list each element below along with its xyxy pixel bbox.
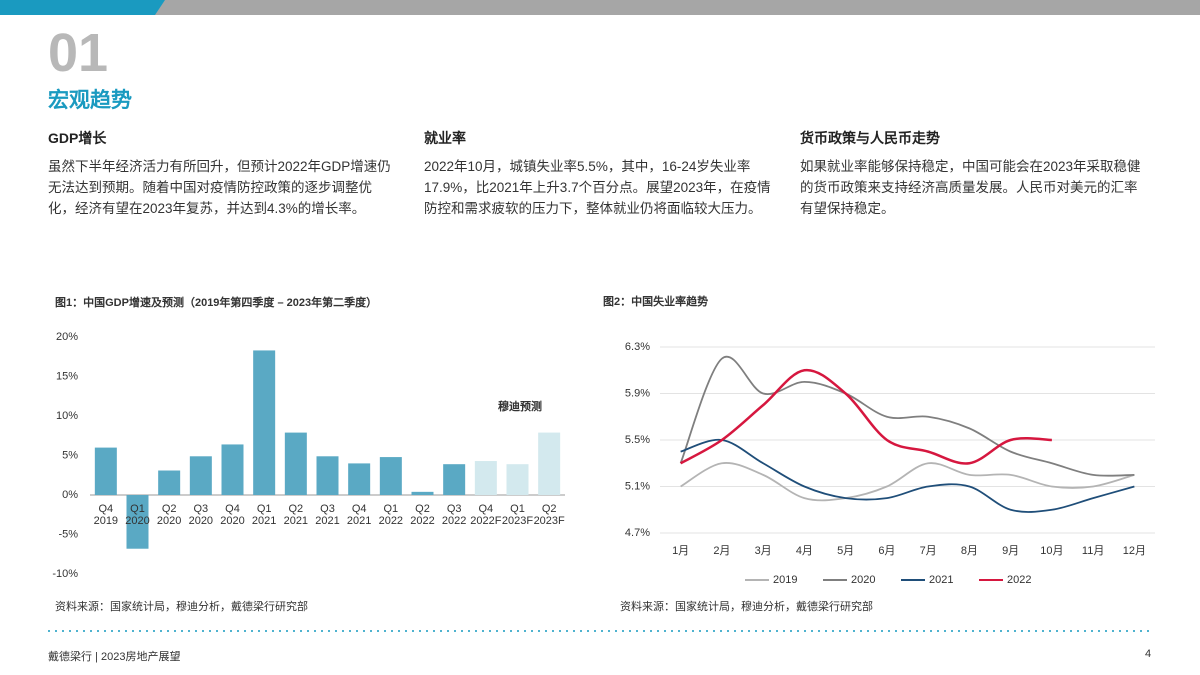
- bar: [94, 447, 117, 495]
- y-tick-label: 5.1%: [625, 480, 650, 492]
- y-tick-label: 5.5%: [625, 434, 650, 446]
- x-tick-label: 2月: [713, 545, 730, 557]
- column-title: 就业率: [424, 130, 466, 146]
- bar: [126, 495, 149, 549]
- x-tick-label: 6月: [878, 545, 895, 557]
- y-tick-label: 0%: [62, 489, 78, 501]
- x-tick-label: Q2 2021: [284, 503, 308, 527]
- bar: [316, 456, 339, 495]
- page-number: 4: [1145, 648, 1152, 660]
- chart-source: 资料来源：国家统计局，穆迪分析，戴德梁行研究部: [620, 599, 873, 613]
- x-tick-label: Q4 2020: [220, 503, 244, 527]
- y-tick-label: 15%: [56, 370, 78, 382]
- bar: [348, 463, 371, 495]
- x-tick-label: Q1 2020: [125, 503, 149, 527]
- x-tick-label: 3月: [755, 545, 772, 557]
- column: 货币政策与人民币走势如果就业率能够保持稳定，中国可能会在2023年采取稳健的货币…: [800, 128, 1150, 219]
- legend-label: 2019: [773, 574, 797, 586]
- bar: [158, 470, 181, 495]
- bar: [538, 432, 561, 495]
- x-tick-label: 1月: [672, 545, 689, 557]
- bar: [221, 444, 244, 495]
- x-tick-label: Q1 2022: [379, 503, 403, 527]
- line: [680, 368, 1052, 465]
- x-tick-label: Q3 2021: [315, 503, 339, 527]
- x-tick-label: Q4 2021: [347, 503, 371, 527]
- line: [680, 462, 1135, 502]
- x-tick-label: Q1 2021: [252, 503, 276, 527]
- y-tick-label: -10%: [52, 568, 78, 580]
- legend-label: 2021: [929, 574, 953, 586]
- section-number: 01: [48, 23, 109, 83]
- x-tick-label: 5月: [837, 545, 854, 557]
- section-title: 宏观趋势: [48, 89, 132, 112]
- column: 就业率 2022年10月，城镇失业率5.5%，其中，16-24岁失业率17.9%，…: [424, 128, 774, 219]
- x-tick-label: Q2 2023F: [534, 503, 565, 527]
- bar: [284, 432, 307, 495]
- bar: [411, 491, 434, 495]
- y-tick-label: 6.3%: [625, 341, 650, 353]
- x-tick-label: Q2 2022: [410, 503, 434, 527]
- y-tick-label: -5%: [58, 528, 78, 540]
- x-tick-label: 4月: [796, 545, 813, 557]
- top-bar: [0, 0, 1200, 15]
- column-body: 2022年10月，城镇失业率5.5%，其中，16-24岁失业率17.9%，比20…: [424, 159, 771, 216]
- chart-title: 图1：中国GDP增速及预测（2019年第四季度 – 2023年第二季度）: [55, 295, 377, 309]
- column-body: 如果就业率能够保持稳定，中国可能会在2023年采取稳健的货币政策来支持经济高质量…: [800, 159, 1141, 216]
- annotation: 穆迪预测: [498, 399, 542, 413]
- x-tick-label: 10月: [1040, 545, 1063, 557]
- x-tick-label: 9月: [1002, 545, 1019, 557]
- chart-source: 资料来源：国家统计局，穆迪分析，戴德梁行研究部: [55, 599, 308, 613]
- column-title: 货币政策与人民币走势: [800, 130, 940, 146]
- x-tick-label: Q4 2022F: [470, 503, 501, 527]
- x-tick-label: 12月: [1123, 545, 1146, 557]
- legend-label: 2022: [1007, 574, 1031, 586]
- x-tick-label: 8月: [961, 545, 978, 557]
- bar: [253, 350, 276, 495]
- x-tick-label: 7月: [920, 545, 937, 557]
- y-tick-label: 20%: [56, 331, 78, 343]
- x-tick-label: Q1 2023F: [502, 503, 533, 527]
- bar: [506, 464, 529, 495]
- line: [679, 355, 1135, 477]
- bar: [443, 464, 466, 495]
- x-tick-label: Q3 2020: [189, 503, 213, 527]
- x-tick-label: Q3 2022: [442, 503, 466, 527]
- x-tick-label: Q2 2020: [157, 503, 181, 527]
- x-tick-label: 11月: [1082, 545, 1104, 557]
- chart-title: 图2：中国失业率趋势: [603, 294, 708, 308]
- column-title: GDP增长: [48, 130, 107, 146]
- line: [680, 438, 1135, 513]
- footer-text: 戴德梁行 | 2023房地产展望: [48, 651, 181, 663]
- y-tick-label: 5%: [62, 449, 78, 461]
- bar: [189, 456, 212, 495]
- y-tick-label: 5.9%: [625, 387, 650, 399]
- bar: [474, 461, 497, 495]
- legend-label: 2020: [851, 574, 875, 586]
- x-tick-label: Q4 2019: [94, 503, 118, 527]
- column-body: 虽然下半年经济活力有所回升，但预计2022年GDP增速仍无法达到预期。随着中国对…: [48, 159, 391, 216]
- bar: [379, 457, 402, 495]
- top-accent: [0, 0, 165, 15]
- column: GDP增长虽然下半年经济活力有所回升，但预计2022年GDP增速仍无法达到预期。…: [48, 128, 398, 219]
- y-tick-label: 4.7%: [625, 527, 650, 539]
- y-tick-label: 10%: [56, 410, 78, 422]
